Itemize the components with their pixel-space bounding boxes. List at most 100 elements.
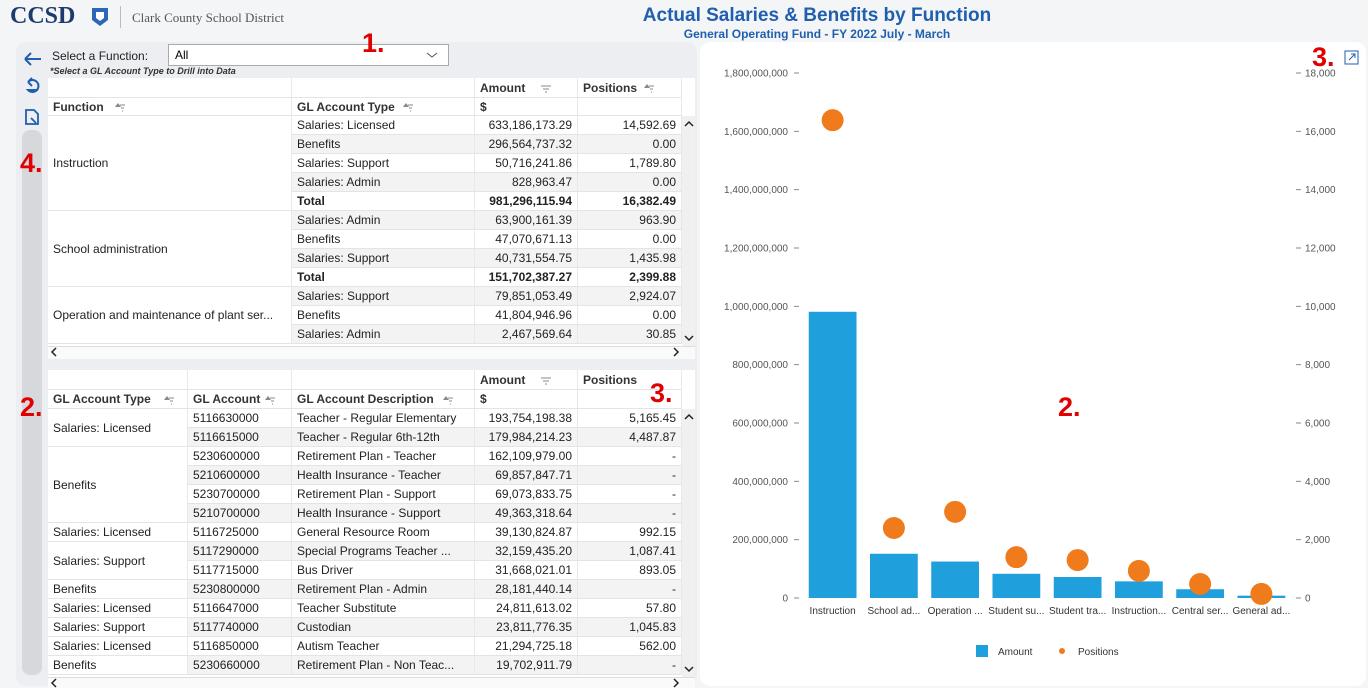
positions: 562.00 [578,637,682,656]
dot [1066,549,1089,572]
scroll-arrows[interactable] [40,409,700,688]
amount: 828,963.47 [475,173,578,192]
bar [869,553,918,598]
filter-icon[interactable] [540,84,552,94]
annotation: 3. [650,378,673,408]
gl-type: Salaries: Support [292,154,475,173]
header-unit: $ [475,390,578,409]
y-tick-label: 1,600,000,000 [724,127,788,138]
bar [931,561,980,598]
header-cell [292,78,475,98]
amount: 40,731,554.75 [475,249,578,268]
positions: 30.85 [578,325,682,344]
gl-account: 5116850000 [188,637,292,656]
sort-icon[interactable] [114,102,126,112]
description: Retirement Plan - Teacher [292,447,475,466]
title: Actual Salaries & Benefits by Function [642,5,992,26]
amount: 28,181,440.14 [475,580,578,599]
dot [1250,582,1273,605]
side-icons[interactable] [22,48,46,138]
positions: - [578,580,682,599]
legend-swatch [976,645,988,657]
x-tick-label: Operation ... [928,606,983,617]
description: Health Insurance - Teacher [292,466,475,485]
positions: 992.15 [578,523,682,542]
filter-icon[interactable] [540,376,552,386]
filter-lines [541,85,551,93]
amount: 193,754,198.38 [475,409,578,428]
scroll-arrows[interactable] [40,116,700,360]
arrow-right [673,678,680,688]
amount: 2,467,569.64 [475,325,578,344]
positions: 893.05 [578,561,682,580]
dot [944,500,967,523]
positions: 14,592.69 [578,116,682,135]
gl-type: Total [292,268,475,287]
description: Custodian [292,618,475,637]
annotation: 3. [1312,42,1335,72]
subtitle: General Operating Fund - FY 2022 July - … [683,27,951,41]
gl-type: Total [292,192,475,211]
sort-icon[interactable] [163,395,175,405]
dot [1189,573,1212,595]
description: Retirement Plan - Non Teac... [292,656,475,675]
amount: 32,159,435.20 [475,542,578,561]
x-tick-label: Central ser... [1172,606,1229,617]
description: Teacher - Regular 6th-12th [292,428,475,447]
y-tick-label: 1,000,000,000 [724,302,788,313]
header-gl-account: GL Account [188,390,292,409]
bar [808,311,857,598]
header-function: Function [48,98,292,116]
gl-account: 5116647000 [188,599,292,618]
amount: 79,851,053.49 [475,287,578,306]
legend-label: Positions [1078,647,1119,658]
header-cell [292,370,475,390]
x-tick-label: Instruction [810,606,856,617]
gl-type: Benefits [292,230,475,249]
sort-lines [169,397,174,405]
amount: 162,109,979.00 [475,447,578,466]
gl-account: 5210700000 [188,504,292,523]
arrow-down [684,335,694,342]
y2-tick-label: 14,000 [1305,185,1336,196]
header-gl-type: GL Account Type [292,98,475,116]
header-cell [48,78,292,98]
v-scrollbar [682,409,695,677]
amount: 981,296,115.94 [475,192,578,211]
y-tick-label: 0 [782,594,788,605]
sort-icon[interactable] [264,395,276,405]
x-tick-label: Instruction... [1112,606,1166,617]
sort-up [164,396,170,400]
sort-lines [448,397,453,405]
legend-label: Amount [998,647,1033,658]
y2-tick-label: 4,000 [1305,477,1330,488]
function-cell: School administration [48,211,292,287]
function-dropdown[interactable]: All [168,44,449,66]
x-tick-label: Student tra... [1049,606,1106,617]
expand-icon[interactable] [1344,50,1360,66]
gl-type-cell: Salaries: Licensed [48,637,188,656]
header-positions: Positions [578,370,682,390]
positions: - [578,466,682,485]
divider [120,6,121,28]
sort-icon[interactable] [402,102,414,112]
v-scrollbar [682,116,695,346]
description: General Resource Room [292,523,475,542]
amount: 24,811,613.02 [475,599,578,618]
gl-account: 5117740000 [188,618,292,637]
y2-tick-label: 10,000 [1305,302,1336,313]
gl-type: Benefits [292,306,475,325]
h-scrollbar [48,346,695,359]
sort-icon[interactable] [442,395,454,405]
positions: - [578,656,682,675]
sort-icon[interactable] [643,83,655,93]
dot [882,517,905,540]
sort-up [644,84,650,88]
arrow-up [684,120,694,127]
dropdown-chevron [426,52,438,58]
gl-type-cell: Salaries: Licensed [48,599,188,618]
logo-icon [92,8,108,26]
sort-lines [120,104,125,112]
positions: 2,924.07 [578,287,682,306]
x-tick-label: Student su... [988,606,1044,617]
